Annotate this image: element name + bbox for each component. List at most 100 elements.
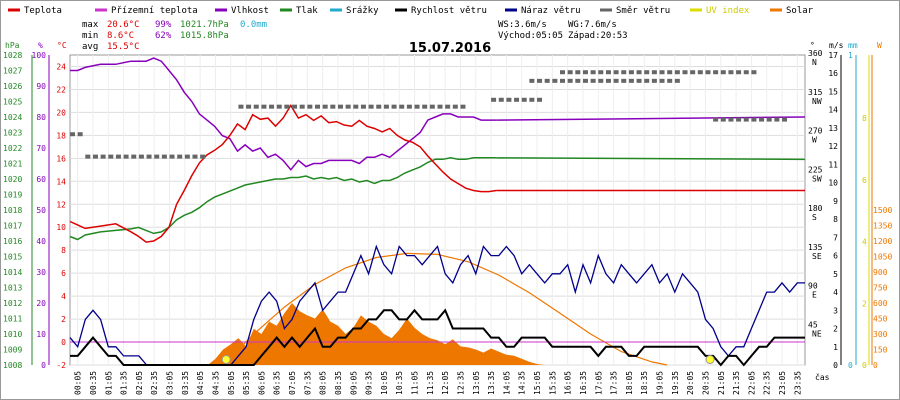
press-tick-14: 1014 [3,268,22,277]
wind-dir-mark-5-2.5 [108,154,114,159]
wind-dir-mark-0-36.5 [628,78,634,83]
wind-dir-mark-1-29.5 [521,97,527,102]
x-tick-42: 21:05 [717,371,726,395]
speed-tick-1: 16 [828,69,838,78]
wind-dir-mark-6-32 [560,70,565,75]
wind-dir-mark-0-37.5 [644,78,650,83]
speed-tick-8: 9 [833,197,838,206]
wind-dir-mark-5-3 [115,154,121,159]
x-tick-16: 08:05 [319,371,328,395]
hum-tick-1: 90 [36,82,46,91]
unit-temp: °C [57,41,67,50]
hum-tick-8: 20 [36,299,46,308]
stat-min-press: 1015.8hPa [180,31,229,41]
x-tick-44: 22:05 [747,371,756,395]
legend-label-3: Tlak [296,6,318,16]
wind-dir-mark-2-20 [376,104,382,109]
dir-tick-5: 135 [808,243,823,252]
hum-tick-4: 60 [36,175,46,184]
solar-area [70,303,805,365]
wind-dir-mark-5-4.5 [138,154,144,159]
x-tick-33: 16:35 [579,371,588,395]
dir-name-0: N [812,58,817,67]
unit-hum: % [38,41,43,50]
wind-dir-mark-3-42.5 [720,117,726,122]
wind-dir-mark-2-12 [253,104,259,109]
x-tick-6: 03:05 [166,371,175,395]
dir-name-7: NE [812,329,822,338]
wind-dir-mark-1-27.5 [491,97,497,102]
wind-dir-mark-3-42 [713,117,719,122]
hum-tick-0: 100 [32,51,47,60]
temp-tick-0: 24 [56,62,66,71]
wind-dir-mark-6-38.5 [659,70,665,75]
uv-tick-2: 4 [862,238,867,247]
solar-tick-2: 1200 [873,237,892,246]
wind-dir-mark-5-2 [100,154,106,159]
wind-dir-mark-5-6 [161,154,167,159]
press-tick-20: 1008 [3,361,22,370]
temp-tick-8: 8 [61,246,66,255]
x-tick-30: 15:05 [533,371,542,395]
stat-max-press: 1021.7hPa [180,20,229,30]
wind-dir-mark-2-23 [422,104,428,109]
humidity-tail [496,116,806,121]
wind-dir-mark-6-37.5 [644,70,650,75]
x-tick-40: 20:05 [686,371,695,395]
x-tick-27: 13:35 [487,371,496,395]
speed-tick-5: 12 [828,142,838,151]
temp-tick-3: 18 [56,131,66,140]
wind-dir-mark-2-25 [452,104,458,109]
hum-tick-9: 10 [36,330,46,339]
wind-dir-mark-2-16 [315,104,320,109]
wind-dir-mark-5-7.5 [184,154,190,159]
wind-dir-mark-0-36 [621,78,627,83]
wind-dir-mark-3-44.5 [751,117,757,122]
press-tick-15: 1013 [3,284,22,293]
speed-tick-16: 1 [833,343,838,352]
uv-tick-4: 0 [862,361,867,370]
wind-dir-mark-6-43.5 [736,70,742,75]
temp-tick-13: -2 [56,361,66,370]
wind-wg: WG:7.6m/s [568,20,617,30]
wind-dir-mark-2-17.5 [337,104,343,109]
x-tick-0: 00:05 [74,371,83,395]
legend-label-2: Vlhkost [231,6,269,16]
wind-dir-mark-5-1.5 [92,154,98,159]
wind-dir-mark-3-46.5 [782,117,788,122]
solar-tick-0: 1500 [873,206,892,215]
solar-tick-10: 0 [873,361,878,370]
solar-tick-5: 750 [873,284,888,293]
x-tick-28: 14:05 [502,371,511,395]
stat-max-rain: 0.0mm [240,20,267,30]
wind-dir-mark-0-38 [651,78,657,83]
wind-dir-mark-2-13.5 [276,104,282,109]
press-tick-5: 1023 [3,129,22,138]
wind-dir-mark-3-43 [728,117,734,122]
press-tick-6: 1022 [3,144,22,153]
speed-tick-0: 17 [828,51,838,60]
hum-tick-3: 70 [36,144,46,153]
wind-ws: WS:3.6m/s [498,20,547,30]
stat-max-temp: 20.6°C [107,20,140,30]
legend-label-6: Náraz větru [521,6,581,16]
dir-tick-7: 45 [808,320,818,329]
dir-name-1: NW [812,97,822,106]
x-tick-29: 14:35 [518,371,527,395]
hum-tick-5: 50 [36,206,46,215]
speed-tick-12: 5 [833,270,838,279]
wind-dir-mark-6-40.5 [690,70,696,75]
press-tick-16: 1012 [3,299,22,308]
temp-tick-9: 6 [61,269,66,278]
solar-tick-8: 300 [873,330,888,339]
press-tick-7: 1021 [3,160,22,169]
wind-dir-mark-0-32.5 [567,78,573,83]
speed-tick-14: 3 [833,306,838,315]
wind-dir-mark-2-11.5 [246,104,252,109]
wind-dir-mark-6-35.5 [613,70,619,75]
wind-dir-mark-1-30.5 [537,97,543,102]
speed-tick-17: 0 [833,361,838,370]
wind-dir-mark-5-6.5 [169,154,175,159]
